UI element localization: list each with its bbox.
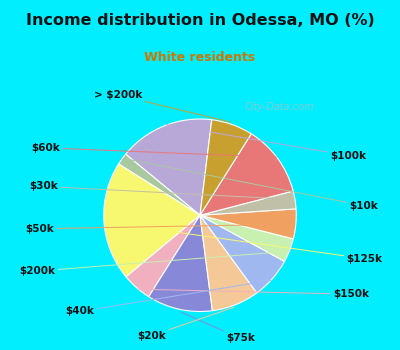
Wedge shape [118,154,200,215]
Text: $30k: $30k [29,181,294,200]
Wedge shape [104,164,200,277]
Wedge shape [200,209,296,239]
Wedge shape [149,215,212,312]
Wedge shape [200,191,296,215]
Text: $100k: $100k [166,125,366,161]
Wedge shape [200,134,293,215]
Text: $75k: $75k [182,312,255,343]
Wedge shape [200,215,257,311]
Wedge shape [126,215,200,297]
Text: $10k: $10k [123,158,378,211]
Wedge shape [200,215,284,293]
Text: $40k: $40k [65,280,271,316]
Text: White residents: White residents [144,51,256,64]
Wedge shape [126,119,212,215]
Text: $50k: $50k [25,224,295,234]
Text: $150k: $150k [138,289,369,299]
Wedge shape [200,215,293,261]
Text: $125k: $125k [105,222,382,264]
Text: $200k: $200k [20,251,289,276]
Text: $60k: $60k [32,143,276,157]
Text: City-Data.com: City-Data.com [245,103,314,112]
Text: > $200k: > $200k [94,90,230,122]
Wedge shape [200,120,251,215]
Text: $20k: $20k [138,307,234,341]
Text: Income distribution in Odessa, MO (%): Income distribution in Odessa, MO (%) [26,13,374,28]
